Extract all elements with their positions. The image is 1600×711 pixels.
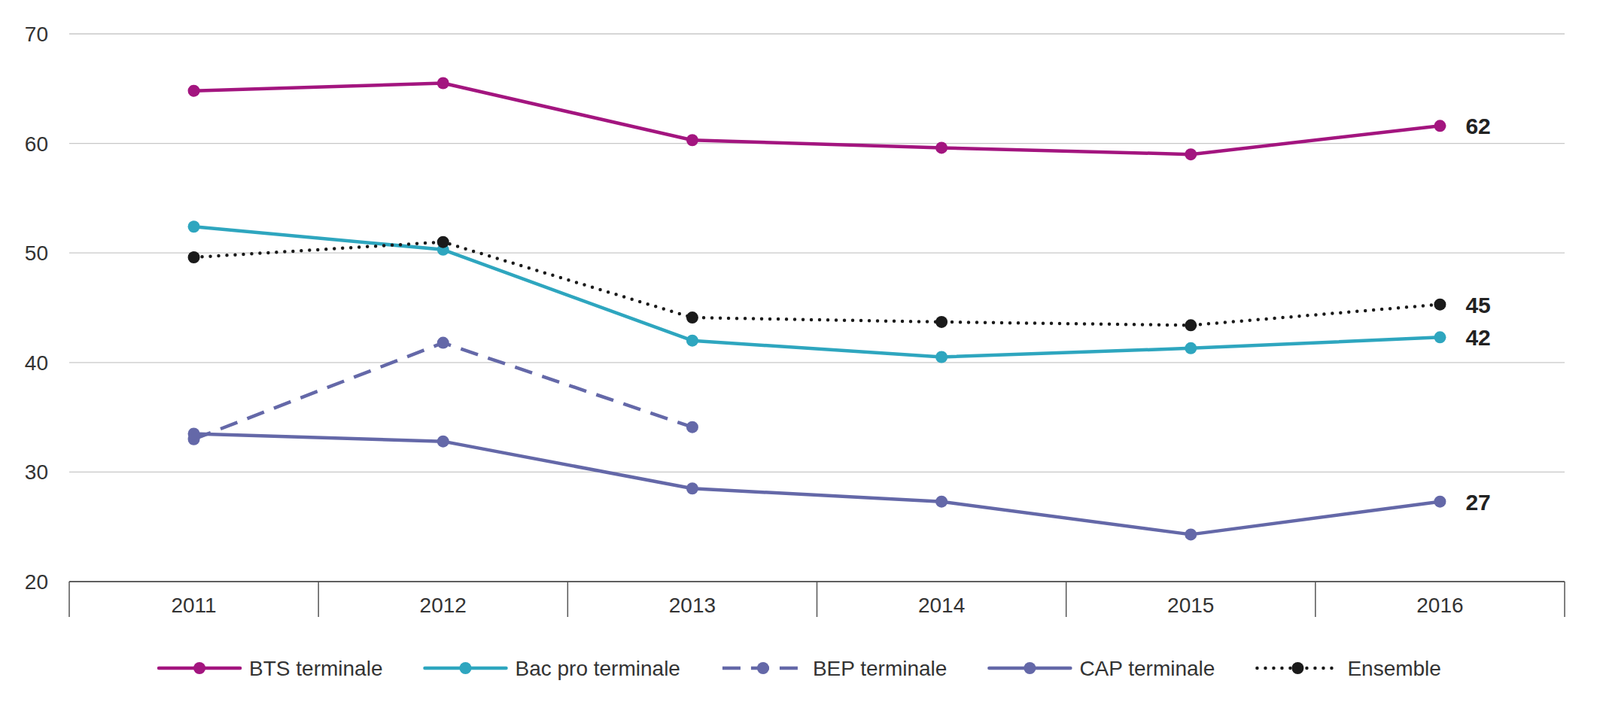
point-marker — [686, 311, 699, 324]
legend-item: Ensemble — [1256, 657, 1442, 681]
data-label: 42 — [1465, 325, 1491, 350]
point-marker — [935, 495, 948, 508]
x-tick-label: 2014 — [918, 593, 965, 618]
grid-line — [69, 33, 1565, 34]
x-band-separator — [1065, 581, 1068, 618]
point-marker — [1184, 148, 1197, 161]
legend-label: BEP terminale — [812, 657, 947, 681]
point-marker — [188, 220, 201, 233]
point-marker — [935, 351, 948, 364]
point-marker — [1433, 331, 1446, 344]
y-tick-label: 60 — [24, 132, 49, 156]
point-marker — [1184, 342, 1197, 355]
data-label: 27 — [1465, 489, 1491, 515]
y-tick-label: 70 — [24, 22, 49, 46]
x-tick-label: 2015 — [1167, 593, 1214, 618]
point-marker — [1433, 119, 1446, 132]
series-line — [194, 433, 1441, 535]
x-band-separator — [567, 581, 569, 618]
x-band-separator — [1314, 581, 1317, 618]
point-marker — [1433, 298, 1446, 311]
x-tick-label: 2013 — [669, 593, 716, 618]
point-marker — [686, 133, 699, 147]
point-marker — [437, 337, 450, 350]
grid-line — [69, 361, 1565, 363]
legend-marker — [193, 662, 206, 675]
y-tick-label: 50 — [24, 241, 49, 265]
data-labels: 62 42 27 45 — [1465, 113, 1491, 515]
series-line — [194, 83, 1441, 156]
legend-marker — [757, 662, 770, 675]
legend-label: Bac pro terminale — [514, 657, 680, 681]
series-line — [194, 242, 1441, 326]
point-marker — [935, 141, 948, 154]
point-marker — [935, 316, 948, 329]
point-marker — [437, 77, 450, 90]
x-band-separator — [1563, 581, 1566, 618]
legend: BTS terminale Bac pro terminale BEP termin… — [158, 657, 1442, 681]
plot-area — [188, 77, 1447, 542]
x-tick-label: 2011 — [170, 593, 216, 618]
legend-item: BTS terminale — [158, 657, 383, 681]
legend-item: BEP terminale — [722, 657, 947, 681]
point-marker — [1184, 528, 1197, 541]
x-tick-label: 2012 — [419, 593, 467, 618]
legend-label: Ensemble — [1347, 657, 1442, 681]
x-band-separator — [68, 581, 70, 618]
point-marker — [188, 85, 201, 98]
legend-label: CAP terminale — [1079, 657, 1215, 681]
point-marker — [188, 251, 201, 264]
data-label: 45 — [1465, 292, 1491, 318]
legend-marker — [1291, 662, 1304, 675]
y-tick-label: 20 — [24, 570, 49, 594]
point-marker — [437, 435, 450, 448]
x-band-separator — [816, 581, 819, 618]
point-marker — [686, 482, 699, 495]
grid-line — [69, 471, 1565, 473]
chart-root: 20 30 40 50 60 70 2011 2012 2013 2014 2015 2016 62 42… — [0, 0, 1600, 711]
legend-marker — [1023, 662, 1036, 675]
legend-item: CAP terminale — [988, 657, 1215, 681]
x-band-separator — [317, 581, 320, 618]
series-line — [194, 226, 1441, 357]
point-marker — [686, 421, 699, 434]
legend-marker — [459, 662, 472, 675]
series-line — [194, 343, 693, 440]
x-tick-label: 2016 — [1416, 593, 1464, 618]
point-marker — [1433, 495, 1446, 508]
data-label: 62 — [1465, 113, 1491, 139]
point-marker — [1184, 319, 1197, 332]
legend-label: BTS terminale — [249, 657, 383, 681]
legend-item: Bac pro terminale — [424, 657, 680, 681]
y-tick-label: 30 — [24, 460, 49, 484]
point-marker — [437, 236, 450, 249]
point-marker — [188, 427, 201, 440]
point-marker — [686, 334, 699, 347]
y-tick-label: 40 — [24, 351, 49, 375]
